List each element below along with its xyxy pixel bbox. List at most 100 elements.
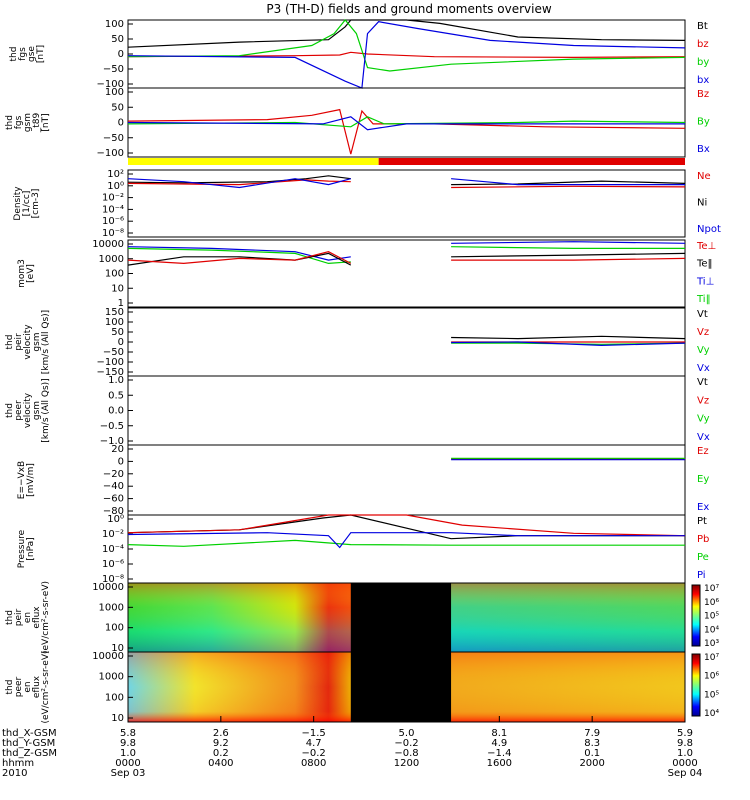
legend-entry: Ey xyxy=(697,474,709,485)
x-tick-label: 0000 xyxy=(672,758,697,769)
legend-entry: Bt xyxy=(697,21,708,32)
y-tick-label: 10⁻⁸ xyxy=(102,228,124,239)
y-axis-label: velocity xyxy=(23,392,33,428)
legend-entry: Ti‖ xyxy=(696,294,711,305)
colorbar-scale xyxy=(691,653,701,717)
y-tick-label: 10⁻² xyxy=(102,529,124,540)
y-axis-label: (eV/cm²-s-sr-eV) xyxy=(41,581,51,654)
y-axis-label: [nT] xyxy=(41,113,51,131)
series-line-Pe xyxy=(127,539,685,547)
y-axis-label: thd xyxy=(5,610,15,625)
y-tick-label: 10⁰ xyxy=(107,514,124,525)
legend: Vt Vz Vy Vx xyxy=(697,309,710,374)
panel-pressure: 10⁰ 10⁻² 10⁻⁴ 10⁻⁶ 10⁻⁸ Pressure [nPa] Pt Pb Pe Pi xyxy=(17,514,709,585)
series-line-Vt xyxy=(451,335,686,340)
y-tick-label: 100 xyxy=(105,692,124,703)
y-tick-label: 0 xyxy=(118,337,124,348)
x-row-label: thd_X-GSM xyxy=(2,728,57,739)
x-tick-label: 4.7 xyxy=(306,738,322,749)
panel-frame xyxy=(127,87,686,158)
y-tick-label: 0 xyxy=(118,49,124,60)
y-tick-label: 10 xyxy=(111,643,124,654)
y-tick-label: −150 xyxy=(97,367,124,378)
legend: Bt bz by bx xyxy=(697,21,709,86)
y-tick-label: 1000 xyxy=(99,672,124,683)
y-tick-label: −60 xyxy=(103,494,124,505)
x-tick-label: −1.5 xyxy=(302,728,326,739)
x-tick-label: 0800 xyxy=(301,758,326,769)
y-tick-label: 100 xyxy=(105,269,124,280)
x-tick-label: 9.2 xyxy=(213,738,229,749)
colorbar-tick-label: 10⁴ xyxy=(704,709,719,719)
x-tick-label: 5.9 xyxy=(677,728,693,739)
y-tick-label: 50 xyxy=(111,34,124,45)
panel-mode xyxy=(128,158,685,165)
y-tick-label: 0 xyxy=(118,118,124,129)
series-line-Ti‖ xyxy=(451,246,685,249)
y-tick-label: −40 xyxy=(103,481,124,492)
x-tick-label: 8.3 xyxy=(584,738,600,749)
y-axis-label: eflux xyxy=(32,675,42,698)
y-axis-label: gse xyxy=(27,46,37,62)
panel-peir-eflux: 10⁷ 10⁶ 10⁵ 10⁴ 10³ 10000 1000 100 10 thd peir en ef… xyxy=(5,581,719,654)
y-axis-label: gsm xyxy=(32,401,42,420)
series-line-Npot xyxy=(451,178,685,186)
data-gap xyxy=(350,583,452,652)
y-tick-label: 0 xyxy=(118,456,124,467)
panel-frame xyxy=(127,444,686,516)
y-tick-label: −50 xyxy=(103,64,124,75)
series-line-Ti⊥ xyxy=(451,241,686,244)
legend: Bz By Bx xyxy=(697,89,710,155)
series-line-Vx xyxy=(451,341,686,347)
y-axis-label: Pressure xyxy=(17,529,27,568)
x-tick-label: −0.8 xyxy=(394,748,418,759)
x-row-label: thd_Y-GSM xyxy=(2,738,55,749)
legend-entry: Bx xyxy=(697,144,710,155)
legend-entry: bz xyxy=(697,39,709,50)
y-axis-label: thd xyxy=(5,403,15,418)
x-tick-label: 2.6 xyxy=(213,728,229,739)
y-tick-label: −0.5 xyxy=(100,421,124,432)
colorbar-tick-label: 10⁷ xyxy=(704,584,719,594)
colorbar-tick-label: 10⁴ xyxy=(704,625,719,635)
y-axis-label: velocity xyxy=(23,324,33,360)
y-tick-label: 10000 xyxy=(92,651,124,662)
y-tick-label: 100 xyxy=(105,317,124,328)
y-axis-label: gsm xyxy=(23,113,33,132)
colorbar-tick-label: 10⁶ xyxy=(704,598,719,608)
y-axis-label: thd xyxy=(9,47,19,62)
y-axis-label: peer xyxy=(14,676,24,697)
y-tick-label: 100 xyxy=(105,623,124,634)
colorbar-tick-label: 10³ xyxy=(704,639,719,649)
y-tick-label: −100 xyxy=(97,148,124,159)
series-line-Ne xyxy=(451,185,686,189)
colorbar-tick-label: 10⁷ xyxy=(704,653,719,663)
y-tick-label: −50 xyxy=(103,133,124,144)
y-tick-label: 150 xyxy=(105,307,124,318)
x-tick-label: 1.0 xyxy=(120,748,136,759)
legend-entry: Ex xyxy=(697,502,709,513)
y-tick-label: 10² xyxy=(107,169,124,180)
x-tick-label: 5.8 xyxy=(120,728,136,739)
y-tick-label: 20 xyxy=(111,444,124,455)
series-line-Te‖ xyxy=(127,252,352,266)
panel-temperature: 10000 1000 100 10 1 mom3 [eV] Te⊥ Te‖ Ti⊥ Ti‖ xyxy=(17,239,716,309)
y-tick-label: −1.0 xyxy=(100,436,124,447)
panel-frame xyxy=(127,514,686,584)
y-tick-label: 0.0 xyxy=(108,406,124,417)
x-tick-label: 9.8 xyxy=(677,738,693,749)
series-line-Ni xyxy=(127,175,351,184)
series-line-Te⊥ xyxy=(127,251,352,265)
mode-bar-segment xyxy=(378,158,685,165)
x-tick-label: 1.0 xyxy=(677,748,693,759)
y-axis-label: _t89 xyxy=(32,112,42,133)
y-tick-label: 10000 xyxy=(92,582,124,593)
x-tick-label: 0.1 xyxy=(584,748,600,759)
x-tick-label: 0000 xyxy=(115,758,140,769)
colorbar-scale xyxy=(691,584,701,647)
x-tick-label: 1200 xyxy=(394,758,419,769)
series-line-Ti‖ xyxy=(127,247,351,265)
legend-entry: Bz xyxy=(697,89,709,100)
